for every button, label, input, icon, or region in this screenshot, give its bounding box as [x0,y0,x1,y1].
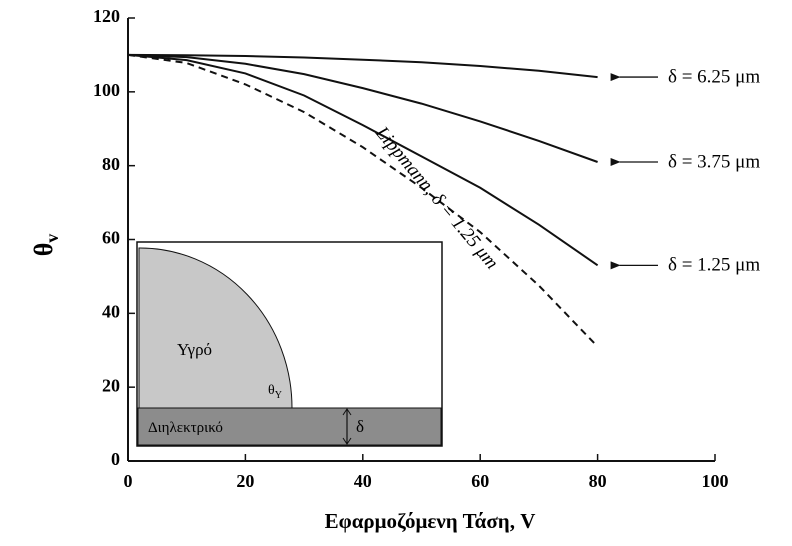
y-tick-label: 120 [93,6,120,26]
y-axis-label: θv [29,234,62,257]
dielectric-label: Διηλεκτρικό [148,420,223,436]
x-tick-label: 40 [354,471,372,491]
y-tick-label: 0 [111,449,120,469]
y-tick-label: 60 [102,228,120,248]
x-axis-label: Εφαρμοζόμενη Τάση, V [325,509,536,533]
y-tick-label: 20 [102,375,120,395]
x-tick-label: 60 [471,471,489,491]
thickness-label: δ [356,417,364,436]
x-tick-label: 100 [702,471,729,491]
y-tick-label: 40 [102,301,120,321]
series-annotation: δ = 6.25 μm [668,66,760,87]
x-tick-label: 20 [236,471,254,491]
series-line [128,55,598,162]
series-annotation: δ = 3.75 μm [668,151,760,172]
inset-diagram: Υγρό Διηλεκτρικό θY δ [137,242,442,446]
series-annotation: δ = 1.25 μm [668,255,760,276]
liquid-label: Υγρό [177,340,212,359]
y-tick-label: 100 [93,80,120,100]
x-tick-label: 0 [124,471,133,491]
series-line [128,55,598,265]
y-tick-label: 80 [102,154,120,174]
x-tick-label: 80 [589,471,607,491]
